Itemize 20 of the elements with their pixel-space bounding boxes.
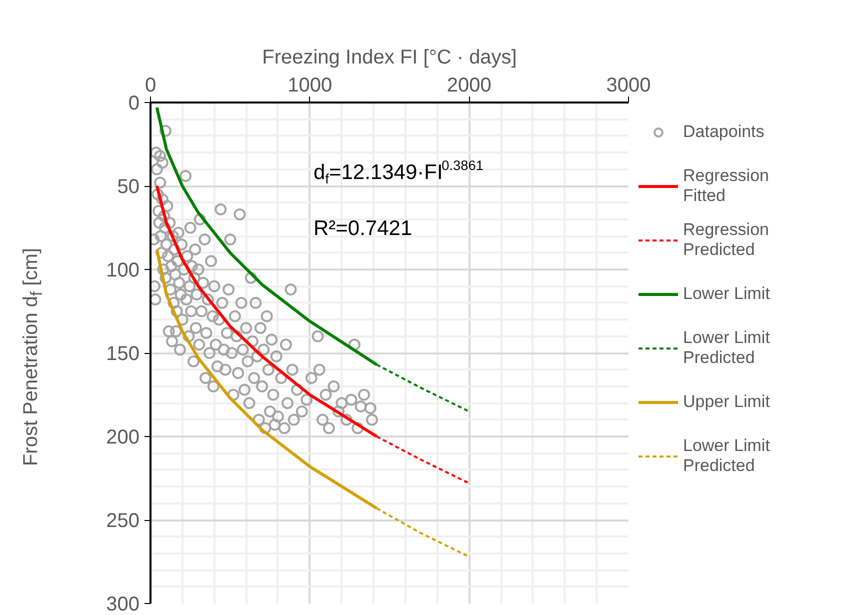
legend-label: Lower Limit Predicted bbox=[683, 436, 770, 476]
x-tick-label: 2000 bbox=[446, 74, 492, 96]
y-tick-label: 0 bbox=[128, 92, 140, 114]
y-tick-label: 250 bbox=[106, 510, 140, 532]
legend-label: Lower Limit Predicted bbox=[683, 328, 770, 368]
legend-label: Upper Limit bbox=[683, 391, 770, 413]
y-tick-label: 200 bbox=[106, 426, 140, 448]
y-tick-label: 100 bbox=[106, 260, 140, 282]
y-tick-label: 150 bbox=[106, 343, 140, 365]
x-axis-title: Freezing Index FI [°C · days] bbox=[262, 46, 517, 68]
legend-label: Lower Limit bbox=[683, 283, 770, 305]
legend-label: Regression Fitted bbox=[683, 166, 769, 206]
y-tick-label: 50 bbox=[117, 176, 140, 198]
x-tick-label: 3000 bbox=[606, 74, 651, 96]
legend-label: Regression Predicted bbox=[683, 220, 769, 260]
x-tick-label: 0 bbox=[144, 74, 156, 96]
x-tick-label: 1000 bbox=[288, 74, 332, 96]
y-tick-label: 300 bbox=[106, 594, 140, 615]
legend-label: Datapoints bbox=[683, 121, 764, 143]
annotation: R²=0.7421 bbox=[314, 217, 412, 240]
